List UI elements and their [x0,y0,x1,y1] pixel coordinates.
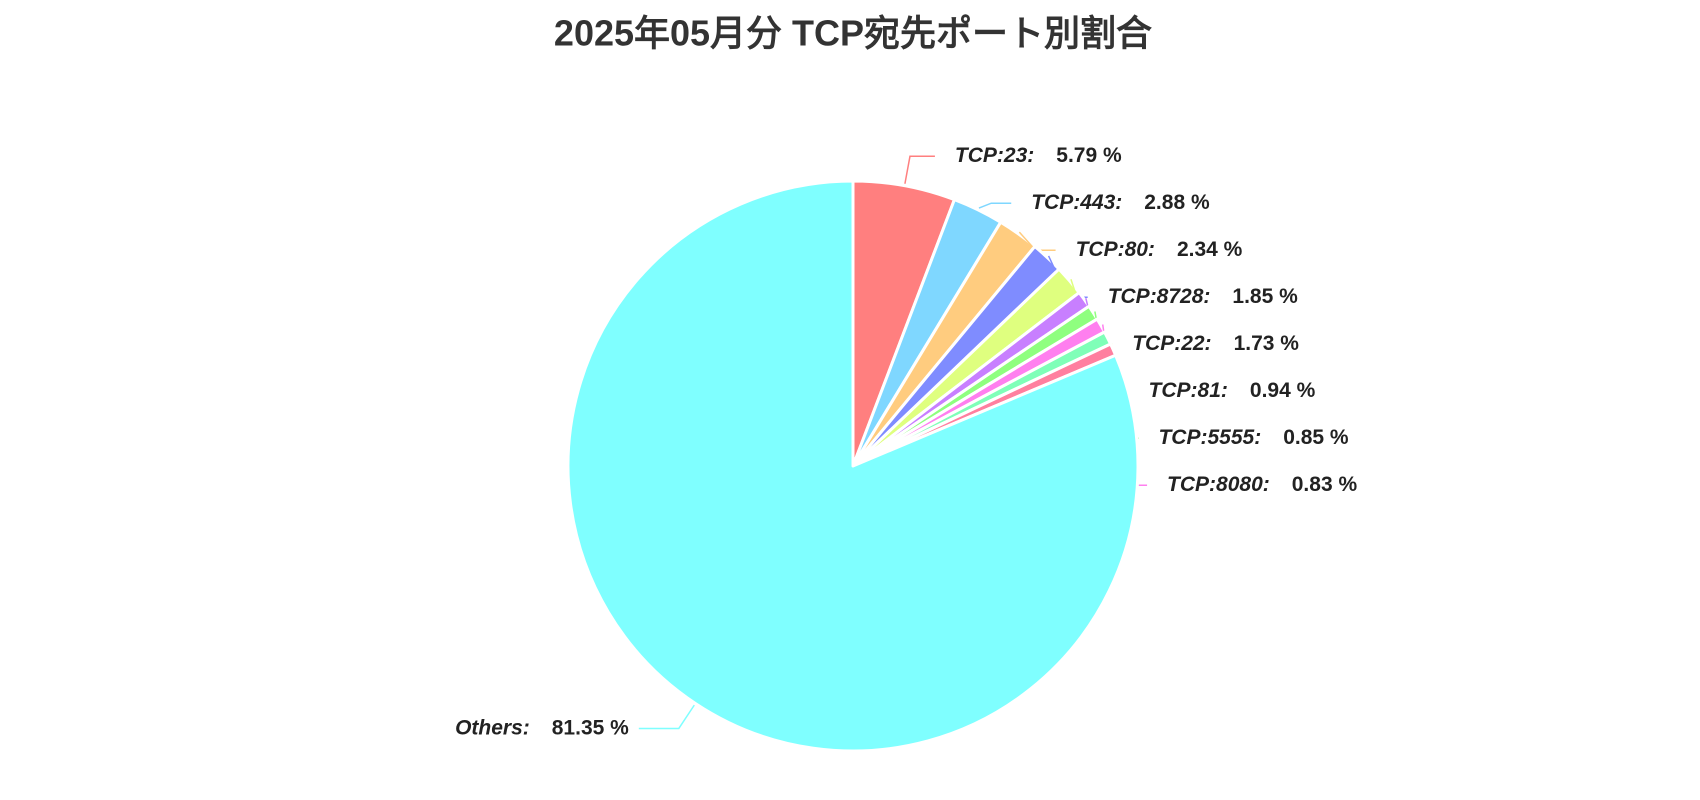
leader-line [978,202,1012,209]
leader-line [904,155,935,184]
label-category: Others: [455,716,530,739]
label-category: TCP:8080: [1167,473,1270,496]
data-label: TCP:8080: 0.83 % [1167,473,1357,496]
label-value: 2.88 % [1144,191,1210,214]
label-category: TCP:22: [1132,332,1211,355]
data-label: TCP:80: 2.34 % [1076,238,1243,261]
data-label: TCP:443: 2.88 % [1031,191,1210,214]
label-value: 2.34 % [1177,238,1243,261]
label-category: TCP:443: [1031,191,1122,214]
data-label: Others: 81.35 % [455,716,629,739]
data-label: TCP:22: 1.73 % [1132,332,1299,355]
label-value: 5.79 % [1056,144,1122,167]
label-value: 1.85 % [1232,285,1298,308]
label-value: 0.85 % [1283,426,1349,449]
pie-slice [566,179,1140,753]
label-value: 0.94 % [1250,379,1316,402]
label-category: TCP:23: [955,144,1034,167]
data-label: TCP:81: 0.94 % [1149,379,1316,402]
label-category: TCP:8728: [1108,285,1211,308]
label-value: 1.73 % [1234,332,1300,355]
data-label: TCP:23: 5.79 % [955,144,1122,167]
label-value: 0.83 % [1292,473,1358,496]
label-value: 81.35 % [552,716,629,739]
data-label: TCP:8728: 1.85 % [1108,285,1298,308]
label-category: TCP:5555: [1158,426,1261,449]
data-label: TCP:5555: 0.85 % [1158,426,1348,449]
label-category: TCP:80: [1076,238,1155,261]
leader-line [638,704,695,730]
chart-title: 2025年05月分 TCP宛先ポート別割合 [554,13,1152,54]
label-category: TCP:81: [1149,379,1228,402]
